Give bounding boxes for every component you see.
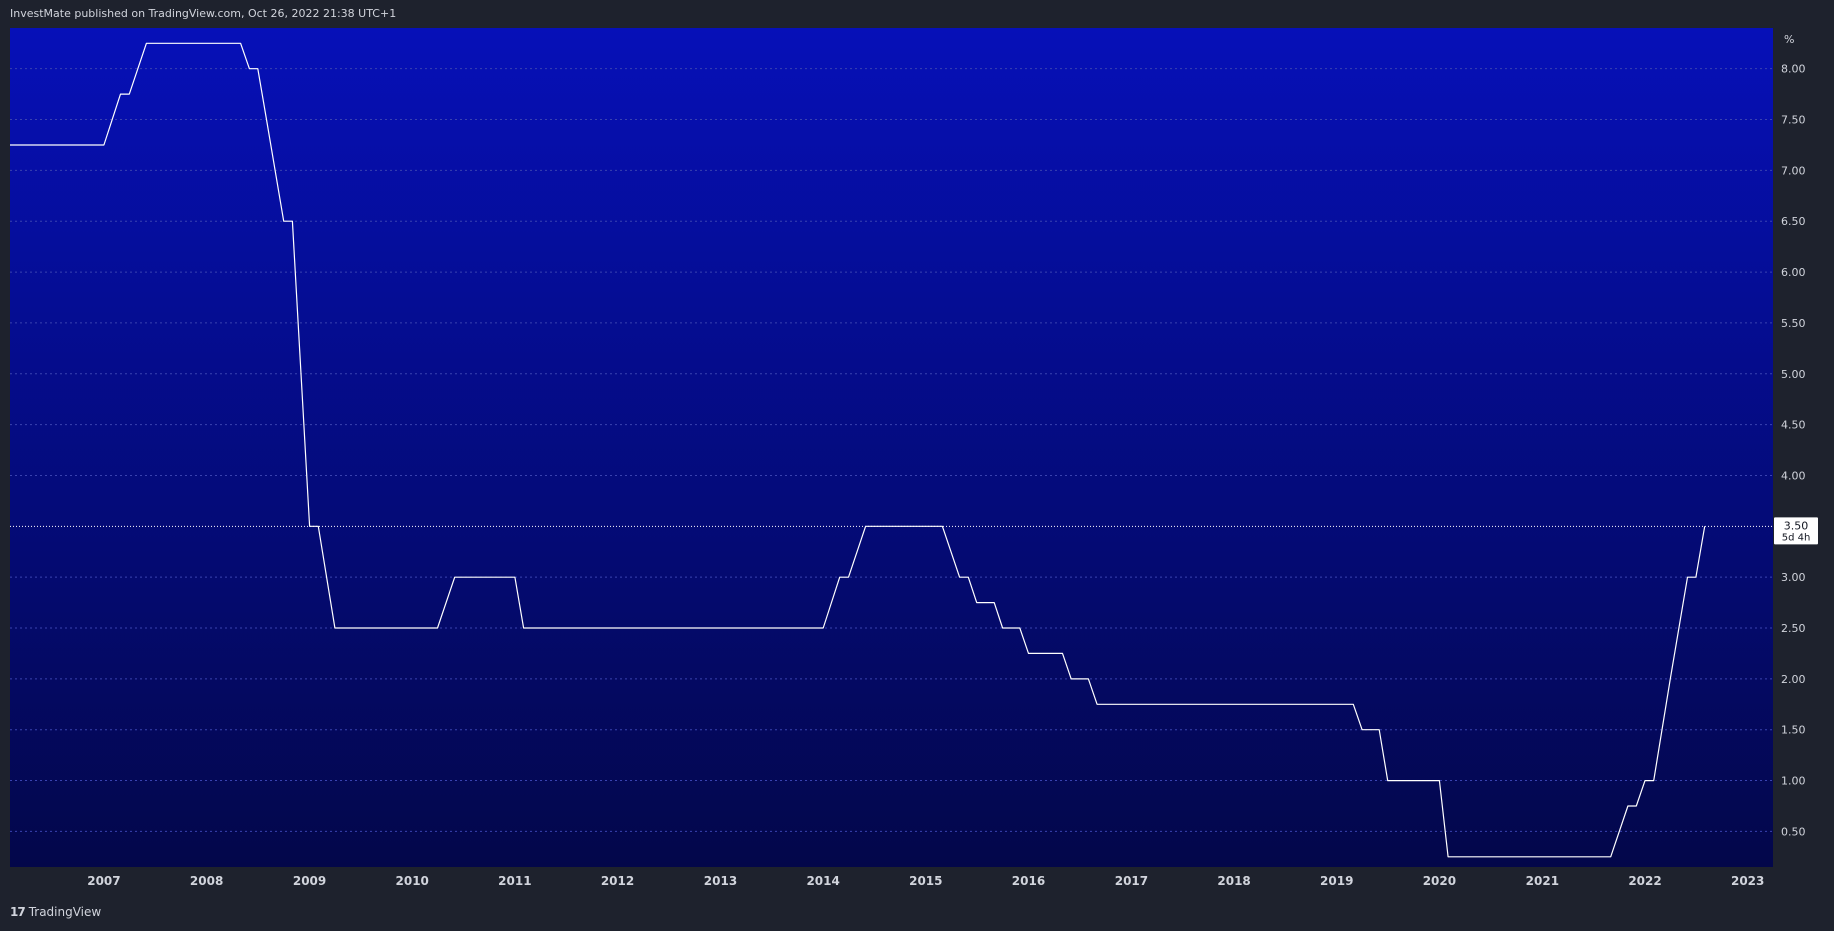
y-tick-label: 5.00 — [1781, 368, 1806, 381]
x-tick-label: 2009 — [293, 874, 326, 888]
y-axis-panel[interactable] — [1773, 28, 1825, 867]
last-value-badge — [1774, 517, 1818, 545]
y-tick-label: 0.50 — [1781, 825, 1806, 838]
x-axis-labels: 2007 2008 2009 2010 2011 2012 2013 2014 2015 2016… — [87, 874, 1764, 888]
x-tick-label: 2007 — [87, 874, 120, 888]
tradingview-logo-icon: 17 — [10, 905, 26, 919]
x-tick-label: 2018 — [1217, 874, 1250, 888]
last-value-countdown: 5d 4h — [1782, 532, 1811, 543]
y-tick-label: 8.00 — [1781, 63, 1806, 76]
y-axis-labels: 0.50 1.00 1.50 2.00 2.50 3.00 4.00 4.50 5.00 5.50… — [1781, 33, 1806, 838]
grid-lines — [10, 68, 1773, 832]
chart[interactable]: 0.50 1.00 1.50 2.00 2.50 3.00 4.00 4.50 5.00 5.50… — [0, 0, 1834, 895]
y-tick-label: 6.50 — [1781, 215, 1806, 228]
y-tick-label: 6.00 — [1781, 266, 1806, 279]
y-tick-label: 7.00 — [1781, 164, 1806, 177]
x-tick-label: 2017 — [1115, 874, 1148, 888]
x-tick-label: 2008 — [190, 874, 223, 888]
x-tick-label: 2010 — [396, 874, 429, 888]
series-group — [10, 42, 1706, 858]
x-tick-label: 2013 — [704, 874, 737, 888]
plot-area[interactable] — [10, 28, 1773, 867]
y-tick-label: 4.00 — [1781, 469, 1806, 482]
footer: 17 TradingView — [10, 905, 101, 919]
series-line — [10, 42, 1706, 858]
x-tick-label: 2021 — [1526, 874, 1559, 888]
x-tick-label: 2015 — [909, 874, 942, 888]
y-tick-label: 2.50 — [1781, 622, 1806, 635]
x-tick-label: 2011 — [498, 874, 531, 888]
footer-brand[interactable]: TradingView — [28, 905, 102, 919]
x-tick-label: 2012 — [601, 874, 634, 888]
last-value-label: 3.50 — [1784, 519, 1809, 532]
x-tick-label: 2019 — [1320, 874, 1353, 888]
x-tick-label: 2014 — [806, 874, 839, 888]
x-tick-label: 2020 — [1423, 874, 1456, 888]
y-unit-label: % — [1784, 33, 1794, 46]
x-tick-label: 2016 — [1012, 874, 1045, 888]
x-tick-label: 2022 — [1628, 874, 1661, 888]
y-tick-label: 2.00 — [1781, 673, 1806, 686]
x-axis-panel[interactable] — [10, 867, 1773, 895]
y-tick-label: 1.50 — [1781, 724, 1806, 737]
publisher-line: InvestMate published on TradingView.com,… — [10, 7, 397, 20]
y-tick-label: 3.00 — [1781, 571, 1806, 584]
y-tick-label: 1.00 — [1781, 775, 1806, 788]
x-tick-label: 2023 — [1731, 874, 1764, 888]
y-tick-label: 5.50 — [1781, 317, 1806, 330]
y-tick-label: 4.50 — [1781, 419, 1806, 432]
y-tick-label: 7.50 — [1781, 114, 1806, 127]
